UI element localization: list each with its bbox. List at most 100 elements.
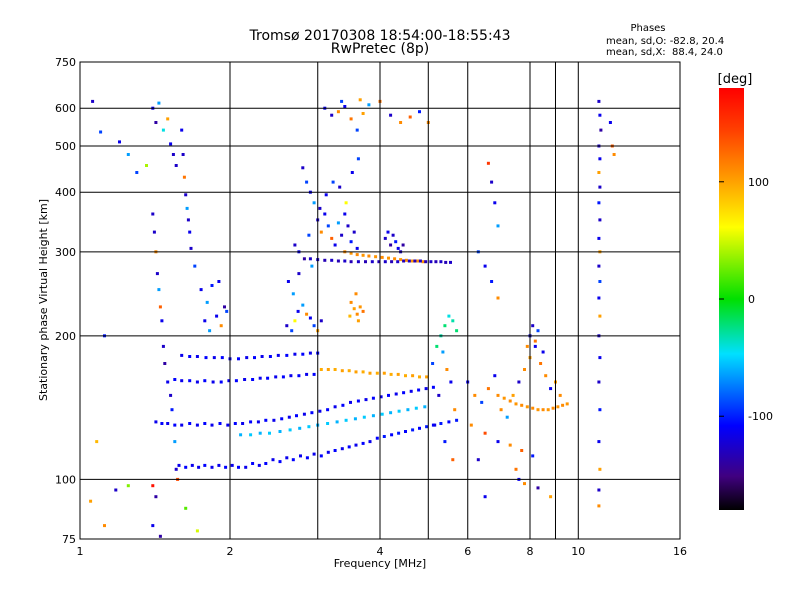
data-point <box>349 117 353 121</box>
data-point <box>347 445 351 449</box>
data-point <box>418 259 422 263</box>
data-point <box>536 486 540 490</box>
data-point <box>180 353 184 357</box>
data-point <box>340 233 344 237</box>
data-point <box>297 374 301 378</box>
data-point <box>558 393 562 397</box>
data-point <box>189 246 193 250</box>
data-point <box>305 180 309 184</box>
data-point <box>447 420 451 424</box>
y-tick-label: 200 <box>55 330 76 343</box>
data-point <box>425 425 429 429</box>
data-point <box>230 463 234 467</box>
data-point <box>324 193 328 197</box>
data-point <box>264 418 268 422</box>
data-point <box>608 121 612 124</box>
data-point <box>245 356 249 360</box>
data-point <box>331 180 335 184</box>
data-point <box>431 362 435 365</box>
data-point <box>597 201 601 205</box>
y-tick-label: 75 <box>62 533 76 546</box>
data-point <box>379 395 383 399</box>
y-tick-label: 100 <box>55 473 76 486</box>
data-point <box>346 224 350 228</box>
data-point <box>396 260 400 264</box>
data-point <box>411 428 415 432</box>
data-point <box>362 415 366 419</box>
data-point <box>514 402 518 406</box>
data-point <box>151 212 155 216</box>
data-point <box>171 153 175 156</box>
data-point <box>418 375 421 379</box>
data-point <box>546 408 550 412</box>
data-point <box>508 443 512 447</box>
data-point <box>126 153 130 156</box>
data-point <box>496 393 500 397</box>
data-point <box>308 316 312 320</box>
data-point <box>361 441 365 445</box>
data-point <box>268 431 271 435</box>
y-tick-label: 500 <box>55 140 76 153</box>
data-point <box>493 201 497 205</box>
data-point <box>293 352 297 356</box>
data-point <box>326 450 330 454</box>
data-point <box>367 254 371 258</box>
data-point <box>160 422 164 425</box>
data-point <box>383 236 387 240</box>
data-point <box>409 389 413 393</box>
data-point <box>389 243 393 247</box>
data-point <box>203 379 207 383</box>
data-point <box>561 403 565 407</box>
data-point <box>508 399 512 403</box>
data-point <box>293 243 297 247</box>
data-point <box>291 292 295 296</box>
data-point <box>166 117 170 121</box>
data-point <box>219 324 223 328</box>
data-point <box>173 423 177 427</box>
data-point <box>326 224 330 228</box>
data-point <box>333 449 337 452</box>
x-tick-label: 8 <box>527 545 534 558</box>
data-point <box>496 440 500 444</box>
data-point <box>305 456 309 460</box>
data-point <box>439 422 443 425</box>
data-point <box>287 415 291 419</box>
data-point <box>370 260 374 264</box>
data-point <box>281 375 285 379</box>
data-point <box>126 484 130 488</box>
data-point <box>193 264 197 268</box>
data-point <box>382 371 386 375</box>
data-point <box>293 319 297 323</box>
data-point <box>356 260 360 264</box>
data-point <box>451 458 455 462</box>
data-point <box>268 355 272 358</box>
data-point <box>523 482 526 486</box>
data-point <box>598 113 602 117</box>
data-point <box>439 260 443 264</box>
data-point <box>344 201 348 205</box>
data-point <box>449 260 452 264</box>
data-point <box>188 355 192 358</box>
data-point <box>361 253 365 257</box>
data-point <box>330 258 334 262</box>
data-point <box>499 408 503 412</box>
data-point <box>319 319 323 323</box>
data-point <box>533 339 537 343</box>
data-point <box>354 443 358 447</box>
x-axis-ticks: 1 2 4 6 8 10 16 <box>77 545 688 558</box>
data-point <box>203 319 207 323</box>
data-point <box>469 423 473 427</box>
data-point <box>355 312 359 316</box>
data-point <box>243 378 247 381</box>
data-point <box>375 436 379 440</box>
data-point <box>91 99 95 103</box>
data-point <box>166 380 170 384</box>
data-point <box>173 440 177 444</box>
data-point <box>556 405 560 409</box>
x-tick-label: 2 <box>227 545 234 558</box>
data-point <box>244 465 248 469</box>
data-point <box>195 423 199 427</box>
data-point <box>241 422 245 425</box>
data-point <box>598 280 602 283</box>
data-point <box>224 465 228 469</box>
